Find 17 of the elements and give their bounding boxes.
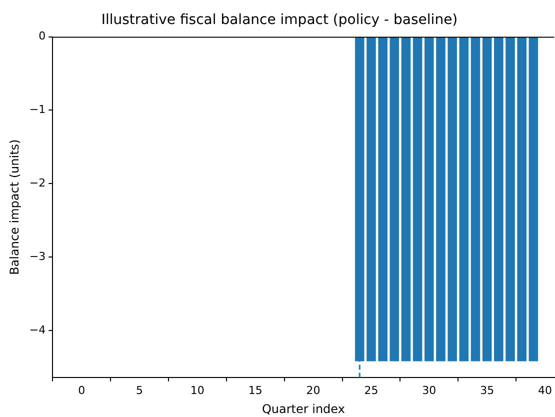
chart-title: Illustrative fiscal balance impact (policy - baseline) [101, 12, 458, 28]
x-tick-label: 35 [480, 384, 494, 397]
y-tick-label: −2 [29, 176, 46, 190]
x-axis-title: Quarter index [262, 402, 345, 416]
y-axis-title: Balance impact (units) [7, 139, 22, 275]
x-tick-label: 30 [422, 384, 436, 397]
y-tick-label: 0 [38, 30, 46, 43]
x-tick-label: 15 [248, 384, 262, 397]
x-tick-label: 0 [78, 384, 86, 397]
x-tick-label: 5 [136, 384, 144, 397]
x-tick-label: 10 [190, 384, 204, 397]
x-tick-label: 20 [306, 384, 320, 397]
x-tick-label: 25 [364, 384, 378, 397]
y-tick-label: −4 [29, 323, 46, 336]
y-tick-label: −1 [29, 103, 46, 116]
y-tick-label: −3 [29, 250, 46, 263]
x-tick-label: 40 [538, 384, 552, 397]
